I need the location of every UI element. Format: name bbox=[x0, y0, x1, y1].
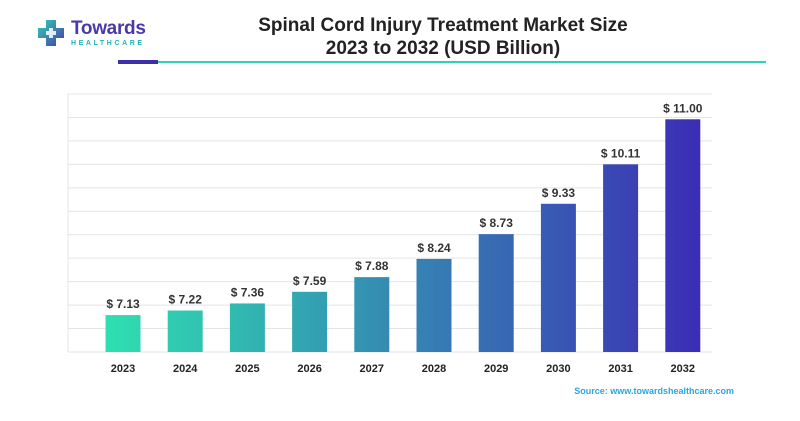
bar-2032 bbox=[665, 119, 701, 352]
value-label-2030: $ 9.33 bbox=[542, 186, 576, 200]
x-tick-2030: 2030 bbox=[546, 363, 570, 375]
x-axis-ticks: 2023 2024 2025 2026 2027 2028 2029 2030 2031 2032 bbox=[111, 363, 695, 375]
bar-2031 bbox=[603, 164, 639, 352]
x-tick-2032: 2032 bbox=[671, 363, 695, 375]
bar-2025 bbox=[229, 303, 265, 352]
x-tick-2026: 2026 bbox=[297, 363, 321, 375]
x-tick-2029: 2029 bbox=[484, 363, 508, 375]
x-tick-2028: 2028 bbox=[422, 363, 446, 375]
chart-title-line2: 2023 to 2032 (USD Billion) bbox=[325, 38, 561, 59]
value-label-2032: $ 11.00 bbox=[663, 101, 703, 115]
brand-name: Towards bbox=[71, 18, 146, 39]
value-label-2026: $ 7.59 bbox=[293, 274, 327, 288]
brand-logo: Towards HEALTHCARE bbox=[36, 18, 146, 48]
x-tick-2023: 2023 bbox=[111, 363, 135, 375]
bar-2027 bbox=[354, 277, 390, 352]
value-labels: $ 7.13 $ 7.22 $ 7.36 $ 7.59 $ 7.88 $ 8.24 $ 8.… bbox=[106, 101, 703, 311]
chart-title-line1: Spinal Cord Injury Treatment Market Size bbox=[258, 15, 628, 36]
bar-2023 bbox=[105, 315, 141, 352]
bar-2030 bbox=[540, 203, 576, 352]
x-tick-2024: 2024 bbox=[173, 363, 198, 375]
value-label-2027: $ 7.88 bbox=[355, 259, 389, 273]
chart-title: Spinal Cord Injury Treatment Market Size… bbox=[0, 14, 800, 60]
medical-cross-icon bbox=[38, 20, 64, 46]
bars bbox=[105, 119, 701, 352]
source-note: Source: www.towardshealthcare.com bbox=[574, 386, 734, 396]
bar-2029 bbox=[478, 234, 514, 352]
value-label-2029: $ 8.73 bbox=[480, 216, 514, 230]
value-label-2025: $ 7.36 bbox=[231, 285, 265, 299]
title-underline-accent bbox=[118, 60, 158, 64]
bar-2026 bbox=[292, 291, 328, 352]
value-label-2024: $ 7.22 bbox=[169, 293, 203, 307]
x-tick-2027: 2027 bbox=[360, 363, 384, 375]
value-label-2023: $ 7.13 bbox=[106, 297, 140, 311]
bar-2028 bbox=[416, 258, 452, 352]
bar-2024 bbox=[167, 310, 203, 352]
brand-subtitle: HEALTHCARE bbox=[71, 40, 145, 47]
value-label-2031: $ 10.11 bbox=[601, 146, 641, 160]
x-tick-2031: 2031 bbox=[608, 363, 632, 375]
title-underline bbox=[118, 61, 766, 63]
value-label-2028: $ 8.24 bbox=[417, 241, 451, 255]
x-tick-2025: 2025 bbox=[235, 363, 259, 375]
